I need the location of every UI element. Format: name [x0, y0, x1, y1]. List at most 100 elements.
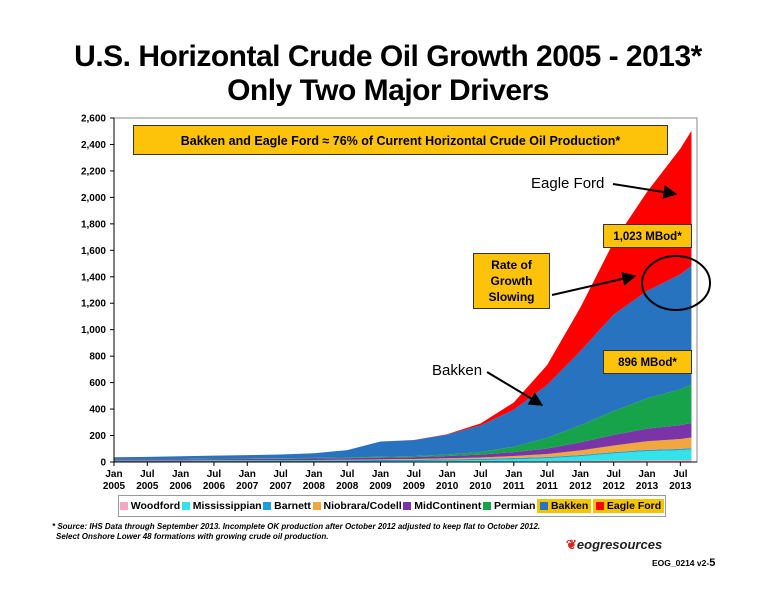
y-tick-label: 1,600 — [81, 246, 106, 257]
y-tick-label: 1,400 — [81, 272, 106, 283]
legend-label: Mississippian — [192, 500, 262, 512]
legend-swatch — [595, 502, 604, 510]
x-tick-label-month: Jul — [473, 469, 488, 480]
page-title: U.S. Horizontal Crude Oil Growth 2005 - … — [0, 40, 776, 108]
x-tick-label-month: Jan — [572, 469, 589, 480]
x-tick-label-year: 2010 — [436, 481, 459, 492]
x-tick-label-year: 2010 — [469, 481, 492, 492]
y-tick-label: 0 — [100, 458, 106, 469]
y-tick-label: 600 — [89, 378, 106, 389]
logo-text: eogresources — [576, 537, 663, 552]
x-tick-label-month: Jul — [606, 469, 621, 480]
legend-label: Niobrara/Codell — [323, 500, 402, 512]
x-tick-label-month: Jul — [540, 469, 555, 480]
y-tick-label: 1,200 — [81, 299, 106, 310]
x-tick-label-year: 2011 — [503, 481, 525, 492]
legend-item: Bakken — [536, 499, 592, 513]
rate-arrow — [551, 271, 637, 296]
legend-swatch — [312, 502, 321, 510]
legend-item: Barnett — [263, 500, 311, 512]
y-tick-label: 1,800 — [81, 219, 106, 230]
y-tick-label: 200 — [89, 431, 106, 442]
x-tick-label-month: Jan — [505, 469, 522, 480]
rate-line-2: Growth — [490, 274, 533, 288]
legend-item: Mississippian — [181, 500, 262, 512]
x-tick-label-month: Jan — [305, 469, 322, 480]
legend-item: Permian — [482, 500, 536, 512]
x-tick-label-year: 2005 — [103, 481, 126, 492]
x-tick-label-year: 2009 — [369, 481, 392, 492]
legend-label: Barnett — [274, 500, 311, 512]
legend-swatch — [539, 502, 548, 510]
rate-line-1: Rate of — [491, 258, 532, 272]
chart-legend: Woodford Mississippian Barnett Niobrara/Cod… — [118, 495, 666, 517]
company-logo: ❦eogresources — [566, 537, 662, 553]
x-tick-label-month: Jan — [239, 469, 256, 480]
rate-line-3: Slowing — [488, 290, 535, 304]
area-permian — [114, 384, 692, 460]
eagle-ford-value-callout: 1,023 MBod* — [603, 224, 692, 248]
flame-icon: ❦ — [566, 537, 577, 552]
eagle-ford-annotation: Eagle Ford — [531, 175, 605, 192]
x-tick-label-month: Jul — [207, 469, 222, 480]
y-tick-label: 400 — [89, 405, 106, 416]
x-tick-label-year: 2006 — [170, 481, 193, 492]
area-midcontinent — [114, 422, 692, 461]
page-number: 5 — [709, 557, 716, 569]
x-tick-label-year: 2006 — [203, 481, 226, 492]
legend-swatch — [181, 502, 190, 510]
x-tick-label-year: 2007 — [269, 481, 292, 492]
x-tick-label-month: Jan — [372, 469, 389, 480]
legend-swatch — [403, 502, 412, 510]
legend-swatch — [119, 502, 128, 510]
y-tick-label: 1,000 — [81, 325, 106, 336]
legend-label: Eagle Ford — [606, 500, 662, 512]
footnote-line-2: Select Onshore Lower 48 formations with … — [56, 532, 329, 541]
y-tick-label: 2,200 — [81, 166, 106, 177]
x-tick-label-year: 2011 — [536, 481, 558, 492]
slowdown-highlight-ellipse — [641, 255, 711, 311]
rate-of-growth-callout: Rate of Growth Slowing — [473, 253, 550, 309]
x-tick-label-year: 2013 — [669, 481, 692, 492]
y-tick-label: 2,400 — [81, 140, 106, 151]
bakken-value-callout: 896 MBod* — [603, 350, 692, 374]
x-tick-label-month: Jul — [140, 469, 155, 480]
legend-label: Woodford — [130, 500, 181, 512]
x-tick-label-month: Jul — [673, 469, 688, 480]
legend-item: Niobrara/Codell — [312, 500, 402, 512]
x-tick-label-year: 2012 — [603, 481, 626, 492]
x-tick-label-month: Jul — [340, 469, 355, 480]
title-line-1: U.S. Horizontal Crude Oil Growth 2005 - … — [74, 40, 702, 73]
legend-swatch — [263, 502, 272, 510]
x-tick-label-year: 2008 — [303, 481, 326, 492]
x-tick-label-month: Jan — [105, 469, 122, 480]
legend-label: MidContinent — [414, 500, 482, 512]
x-tick-label-year: 2008 — [336, 481, 359, 492]
legend-swatch — [482, 502, 491, 510]
legend-label: Bakken — [550, 500, 589, 512]
x-tick-label-month: Jan — [439, 469, 456, 480]
x-tick-label-year: 2005 — [136, 481, 159, 492]
x-tick-label-month: Jul — [407, 469, 422, 480]
legend-label: Permian — [493, 500, 536, 512]
area-eagle-ford — [114, 130, 692, 458]
area-bakken — [114, 266, 692, 460]
area-niobrara-codell — [114, 437, 692, 461]
area-mississippian — [114, 449, 692, 462]
x-tick-label-year: 2013 — [636, 481, 659, 492]
x-tick-label-month: Jul — [273, 469, 288, 480]
x-tick-label-month: Jan — [172, 469, 189, 480]
title-line-2: Only Two Major Drivers — [227, 74, 549, 107]
x-tick-label-year: 2009 — [403, 481, 426, 492]
source-footnote: * Source: IHS Data through September 201… — [52, 522, 540, 542]
bakken-arrow — [486, 371, 544, 406]
y-tick-label: 2,000 — [81, 193, 106, 204]
legend-item: Woodford — [119, 500, 181, 512]
y-tick-label: 800 — [89, 352, 106, 363]
slide-code-text: EOG_0214 v2- — [652, 558, 710, 568]
bakken-annotation: Bakken — [432, 362, 483, 379]
legend-item: Eagle Ford — [592, 499, 665, 513]
headline-callout: Bakken and Eagle Ford ≈ 76% of Current H… — [133, 125, 668, 155]
legend-item: MidContinent — [403, 500, 481, 512]
